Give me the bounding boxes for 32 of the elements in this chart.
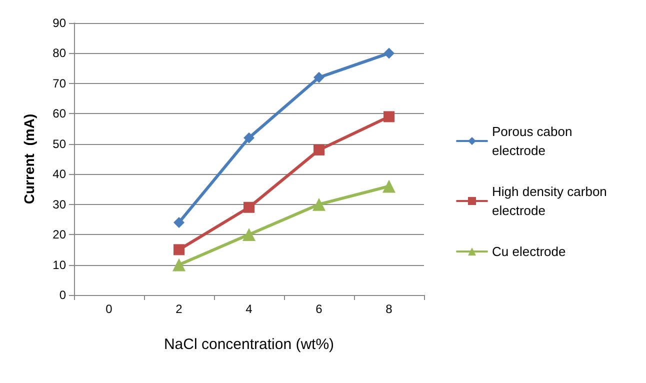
legend-label: Porous cabon electrode [492,124,576,158]
y-tick-label: 10 [52,258,66,272]
x-tick-label: 0 [106,302,113,316]
point [384,111,394,122]
point [314,72,324,83]
point [174,244,184,256]
y-tick-label: 30 [52,197,66,212]
y-tick-label: 40 [52,167,66,182]
legend-label: High density carbon electrode [492,184,611,218]
point [382,180,396,193]
point [172,258,186,272]
point [312,198,326,211]
point [174,216,184,228]
point [244,132,254,144]
point [314,144,324,156]
x-tick-label: 6 [316,302,323,316]
x-axis-title: NaCl concentration (wt%) [164,336,334,353]
point [384,48,394,59]
y-tick-label: 50 [52,136,66,151]
x-tick-label: 8 [386,302,393,316]
y-tick-label: 20 [52,228,66,242]
x-tick-label: 2 [176,302,183,316]
y-axis-title: Current (mA) [21,114,37,204]
y-tick-label: 80 [52,46,66,60]
point [242,228,256,242]
y-tick-label: 60 [52,106,66,121]
legend-label: Cu electrode [492,244,566,259]
y-tick-label: 0 [59,288,66,302]
y-tick-label: 90 [52,16,66,30]
x-tick-label: 4 [246,302,253,316]
point [244,202,254,213]
y-tick-label: 70 [52,76,66,90]
